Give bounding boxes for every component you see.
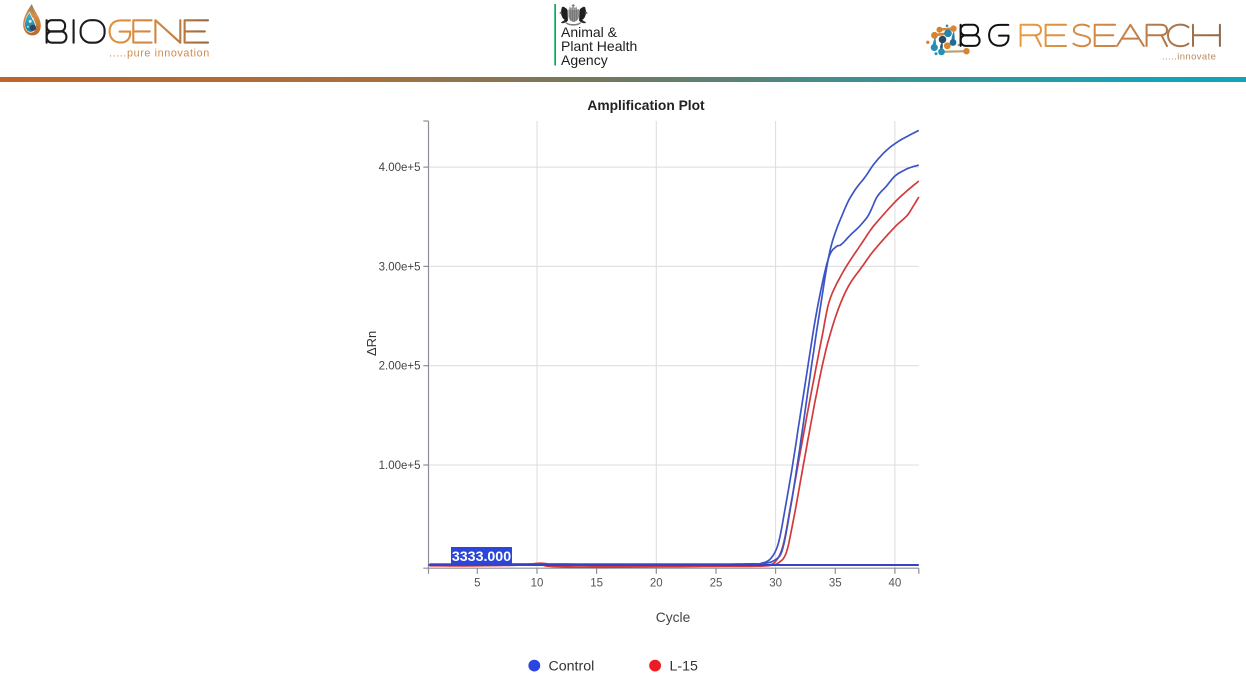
svg-text:2.00e+5: 2.00e+5 bbox=[379, 361, 421, 373]
svg-text:.....pure innovation: .....pure innovation bbox=[109, 48, 210, 60]
svg-text:3.00e+5: 3.00e+5 bbox=[379, 261, 421, 273]
svg-text:.....innovate: .....innovate bbox=[1162, 51, 1216, 62]
svg-text:30: 30 bbox=[769, 578, 782, 590]
svg-text:ΔRn: ΔRn bbox=[364, 331, 379, 356]
svg-text:5: 5 bbox=[474, 578, 480, 590]
svg-text:Control: Control bbox=[549, 659, 595, 675]
svg-text:40: 40 bbox=[889, 578, 902, 590]
svg-text:Animal &: Animal & bbox=[561, 24, 618, 40]
svg-text:Plant Health: Plant Health bbox=[561, 38, 637, 54]
svg-text:25: 25 bbox=[710, 578, 723, 590]
svg-text:Amplification Plot: Amplification Plot bbox=[587, 98, 705, 113]
svg-text:10: 10 bbox=[531, 578, 544, 590]
svg-text:3333.000: 3333.000 bbox=[452, 549, 511, 565]
svg-text:35: 35 bbox=[829, 578, 842, 590]
svg-text:Agency: Agency bbox=[561, 52, 608, 68]
svg-text:4.00e+5: 4.00e+5 bbox=[379, 162, 421, 174]
svg-text:Cycle: Cycle bbox=[656, 610, 691, 625]
svg-text:20: 20 bbox=[650, 578, 663, 590]
svg-text:L-15: L-15 bbox=[670, 659, 699, 675]
svg-text:1.00e+5: 1.00e+5 bbox=[379, 460, 421, 472]
svg-text:15: 15 bbox=[590, 578, 603, 590]
